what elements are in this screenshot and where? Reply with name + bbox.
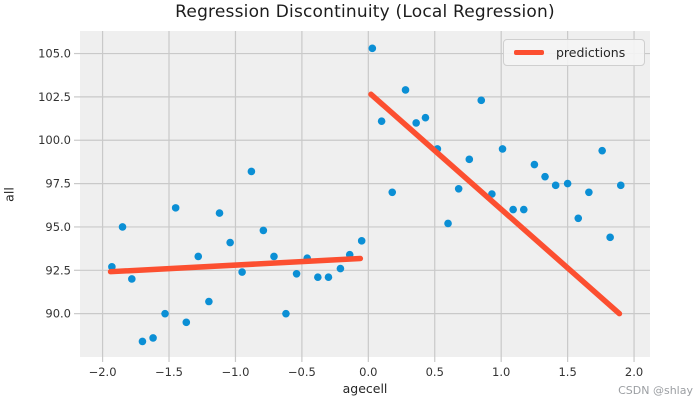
scatter-point xyxy=(574,214,583,223)
scatter-point xyxy=(585,188,593,197)
predictions-left xyxy=(107,255,364,275)
scatter-point xyxy=(357,237,366,245)
scatter-point xyxy=(541,172,549,181)
legend: predictions xyxy=(503,39,645,66)
predictions-right xyxy=(368,91,623,317)
scatter-point xyxy=(149,334,157,342)
scatter-point xyxy=(530,160,539,169)
scatter-point xyxy=(606,233,614,242)
scatter-point xyxy=(270,252,278,261)
scatter-point xyxy=(454,184,463,193)
y-tick-label: 105.0 xyxy=(38,47,71,61)
x-tick-label: 0.0 xyxy=(359,365,377,379)
scatter-point xyxy=(171,204,180,212)
scatter-point xyxy=(616,181,625,190)
x-tick-label: 1.5 xyxy=(558,365,576,379)
scatter-point xyxy=(368,44,377,53)
scatter-point xyxy=(238,268,246,276)
scatter-point xyxy=(118,223,127,231)
scatter-point xyxy=(551,181,560,190)
x-tick-label: −1.0 xyxy=(221,365,249,379)
scatter-point xyxy=(161,309,169,318)
scatter-point xyxy=(421,113,430,122)
scatter-point xyxy=(563,179,572,188)
x-tick-label: 2.0 xyxy=(625,365,643,379)
scatter-point xyxy=(182,318,191,327)
x-axis-label: agecell xyxy=(342,381,388,396)
x-tick-label: 1.0 xyxy=(492,365,510,379)
watermark: CSDN @shlay xyxy=(618,384,693,397)
scatter-point xyxy=(259,226,268,235)
scatter-point xyxy=(401,86,410,94)
y-tick-label: 100.0 xyxy=(38,133,71,147)
y-tick-label: 90.0 xyxy=(45,307,71,321)
scatter-point xyxy=(194,252,203,261)
x-tick-label: −0.5 xyxy=(288,365,316,379)
y-tick-label: 92.5 xyxy=(45,263,71,277)
y-axis-label: all xyxy=(1,187,17,202)
scatter-point xyxy=(215,209,224,217)
x-tick-label: −2.0 xyxy=(89,365,117,379)
scatter-point xyxy=(465,155,474,164)
scatter-point xyxy=(205,297,213,306)
predictions-line-swatch xyxy=(514,50,544,55)
x-tick-label: −1.5 xyxy=(155,365,183,379)
scatter-point xyxy=(138,337,147,346)
scatter-point xyxy=(498,145,507,153)
y-tick-label: 102.5 xyxy=(38,90,71,104)
scatter-point xyxy=(388,188,397,197)
legend-entry-label: predictions xyxy=(556,45,626,60)
scatter-point xyxy=(226,238,234,247)
scatter-point xyxy=(282,309,290,318)
scatter-point xyxy=(108,263,116,271)
y-tick-label: 95.0 xyxy=(45,220,71,234)
scatter-point xyxy=(336,264,345,273)
scatter-point xyxy=(292,269,301,278)
scatter-point xyxy=(509,205,517,214)
scatter-point xyxy=(324,273,333,282)
plot-background xyxy=(80,31,650,357)
scatter-point xyxy=(128,275,136,283)
scatter-point xyxy=(477,96,486,105)
scatter-point xyxy=(247,167,256,176)
x-tick-label: 0.5 xyxy=(426,365,444,379)
chart-title: Regression Discontinuity (Local Regressi… xyxy=(175,2,555,22)
scatter-point xyxy=(598,146,606,155)
scatter-point xyxy=(444,219,452,228)
y-tick-label: 97.5 xyxy=(45,177,71,191)
scatter-point xyxy=(377,117,386,125)
scatter-point xyxy=(412,119,420,127)
scatter-point xyxy=(314,273,322,282)
scatter-point xyxy=(519,205,528,214)
